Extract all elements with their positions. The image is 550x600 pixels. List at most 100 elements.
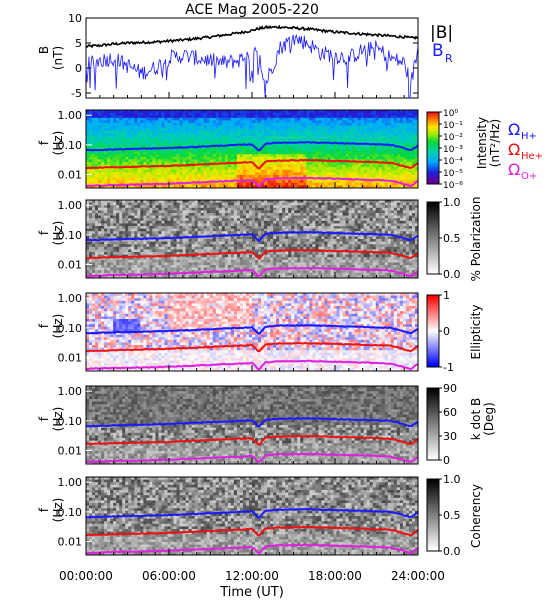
x-tick-label: 18:00:00 [308,569,362,583]
colorbar-tick-label: 0 [443,325,450,338]
colorbar-label: Coherency [469,484,483,548]
legend-gyro-symbol: Ω [508,140,520,159]
colorbar-tick-label: -1 [443,361,454,374]
colorbar-tick-label: 10⁻¹ [443,121,463,131]
legend-gyro-symbol: Ω [508,120,520,139]
colorbar-tick-label: 1.0 [443,473,461,486]
colorbar-tick-label: 0.0 [443,268,461,281]
colorbar-unit: (nT²/Hz) [488,119,502,167]
gyrofrequency-line-o [85,452,419,464]
heatmap-cells [86,110,419,189]
gyrofrequency-legend: Ω H+Ω He+Ω O+ [508,120,543,182]
y-tick-label: 1.00 [58,292,83,305]
colorbar-unit: (Deg) [482,402,496,436]
x-axis-label: Time (UT) [219,585,284,600]
series-line-magnitude [85,24,419,49]
x-tick-label: 12:00:00 [225,569,279,583]
panel-frame [85,17,419,99]
y-tick-label: 0.01 [58,258,83,271]
gyrofrequency-line-he [85,341,419,353]
colorbar: 10⁰ 10⁻¹ 10⁻² 10⁻³ 10⁻⁴ 10⁻⁵ 10⁻⁶ [426,109,463,191]
legend-radial-subscript: R [445,52,453,65]
y-axis-unit: (Hz) [51,314,65,339]
legend-magnitude: |B| [430,23,453,43]
y-tick-label: 0.10 [58,139,83,152]
y-axis-unit: (Hz) [51,131,65,156]
colorbar-tick-label: 10⁻⁴ [443,157,463,167]
gyrofrequency-line-he [85,525,419,537]
y-tick-label: 1.00 [58,199,83,212]
colorbar-label: Ellipticity [469,305,483,360]
colorbar-tick-label: 1.0 [443,196,461,209]
gyrofrequency-line-he [85,434,419,446]
colorbar-tick-label: 10⁻⁶ [443,181,463,191]
y-tick-label: 5 [75,37,82,50]
y-tick-label: 1.00 [58,109,83,122]
y-tick-label: 10 [68,12,82,25]
colorbar-label: Intensity [475,117,489,169]
gyrofrequency-line-o [85,176,419,188]
panel-power-spectrum: 1.00 0.10 0.01 f (Hz) 10⁰ 10⁻¹ 10⁻² 10⁻³ 10⁻⁴ 10⁻⁵… [37,109,502,191]
gyrofrequency-line-o [86,359,419,371]
colorbar-tick-label: 1 [443,289,450,302]
series-line-radial [85,33,419,99]
legend-gyro-subscript: H+ [521,131,537,142]
gyrofrequency-line-h [85,416,419,428]
colorbar-tick-label: 0 [443,454,450,467]
y-axis-unit: (Hz) [51,498,65,523]
colorbar-tick-label: 0.0 [443,545,461,558]
gyrofrequency-line-he [85,158,419,170]
colorbar: 1.0 0.5 0.0 [426,473,461,558]
figure-title: ACE Mag 2005-220 [185,2,319,18]
gyrofrequency-line-h [85,324,419,335]
y-axis-unit: (nT) [51,46,65,70]
colorbar: 1.0 0.5 0.0 [426,196,461,281]
panel-coherency: 1.00 0.10 0.01 f (Hz) 1.0 0.5 0.0 Coherency [37,473,483,558]
legend-gyro-subscript: O+ [521,171,537,182]
colorbar-frame [426,387,440,461]
legend-radial: B [432,41,444,61]
x-tick-label: 00:00:00 [59,569,113,583]
colorbar-tick-label: 90 [443,382,457,395]
colorbar: 1 0 -1 [426,289,454,374]
colorbar-tick-label: 10⁰ [443,109,458,119]
y-tick-label: 0.10 [58,415,83,428]
panel-ellipticity: 1.00 0.10 0.01 f (Hz) 1 0 -1 Ellipticity [37,289,483,374]
gyrofrequency-line-h [85,230,419,243]
y-tick-label: 0.01 [58,351,83,364]
x-tick-label: 24:00:00 [391,569,445,583]
y-tick-label: 0 [75,62,82,75]
y-axis-unit: (Hz) [51,407,65,432]
y-axis-unit: (Hz) [51,221,65,246]
gyrofrequency-line-h [85,140,419,152]
colorbar-label: % Polarization [469,197,483,282]
x-tick-label: 06:00:00 [142,569,196,583]
gyrofrequency-line-he [86,248,419,260]
y-tick-label: 0.10 [58,506,83,519]
gyrofrequency-line-o [85,266,419,278]
panel-wave-normal-angle: 1.00 0.10 0.01 f (Hz) 90 60 30 0 k dot B (Deg) [37,382,496,467]
colorbar-label: k dot B [469,398,483,440]
colorbar-tick-label: 10⁻⁵ [443,169,463,179]
gyrofrequency-line-h [85,507,419,519]
y-axis-label: f [37,140,51,145]
y-tick-label: 0.01 [58,535,83,548]
y-axis-label: f [37,323,51,328]
time-axis: 00:00:00 06:00:00 12:00:00 18:00:00 24:00:00 [59,92,445,583]
colorbar-tick-label: 60 [443,406,457,419]
y-tick-label: 0.01 [58,444,83,457]
colorbar: 90 60 30 0 [426,382,457,467]
colorbar-tick-label: 10⁻³ [443,145,463,155]
y-axis-label: B [37,46,51,54]
y-tick-label: 0.10 [58,322,83,335]
y-tick-label: 0.01 [58,168,83,181]
y-axis-label: f [37,416,51,421]
y-axis-label: f [37,230,51,235]
y-tick-label: -5 [71,87,82,100]
y-tick-label: 1.00 [58,476,83,489]
gyrofrequency-line-o [85,543,419,555]
y-tick-label: 0.10 [58,229,83,242]
